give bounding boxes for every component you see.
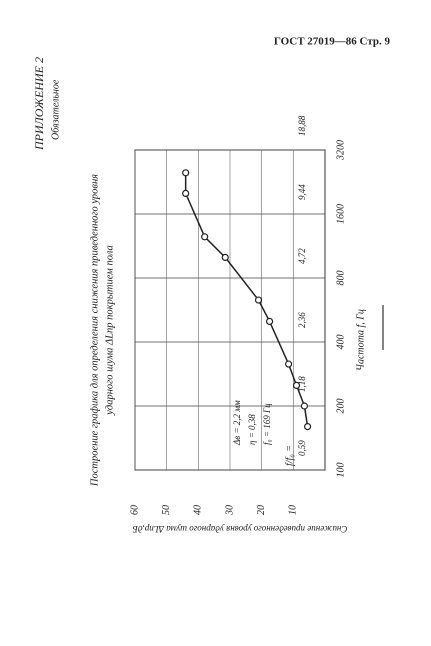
appendix-title: ПРИЛОЖЕНИЕ 2 [32,57,46,151]
data-point [182,189,190,197]
x-tick-label: 400 [335,335,346,350]
appendix-note: Обязательное [50,79,61,140]
y-tick-label: 10 [288,505,299,515]
x-tick-label: 200 [335,399,346,414]
data-line [184,172,309,427]
ratio-tick-label: 2,36 [297,312,307,328]
data-point [182,169,190,177]
data-point [303,423,312,431]
data-point [265,317,274,325]
y-axis-label: Снижение приведенного уровня ударного шу… [132,524,348,534]
annotation: Δв = 2,2 мм [232,400,242,446]
y-tick-label: 30 [224,505,235,516]
x-tick-label: 800 [335,271,346,286]
y-tick-label: 50 [161,505,172,515]
ratio-tick-label: 0,59 [297,440,307,456]
rotated-content: ПРИЛОЖЕНИЕ 2 Обязательное Построение гра… [32,57,367,516]
ratio-tick-label: 1,18 [297,376,307,392]
data-point [300,402,309,410]
y-tick-label: 60 [129,505,140,515]
chart-title: Построение графика для определения сниже… [89,174,100,487]
x-tick-label: 100 [335,463,346,478]
data-point [201,233,209,241]
ratio-tick-label: 4,72 [297,248,307,264]
x-tick-label: 3200 [335,140,346,161]
y-tick-label: 20 [256,505,267,515]
page-header: ГОСТ 27019—86 Стр. 9 [274,36,391,48]
ratio-tick-label: 18,88 [297,115,307,136]
annotation: η = 0,38 [247,414,257,445]
data-point [221,253,229,261]
y-tick-label: 40 [193,505,204,515]
annotation: f₀ = 169 Гц [262,403,272,445]
data-point [292,381,301,389]
ratio-label: f/f₀ = [284,445,295,466]
data-point [284,360,293,368]
ratio-tick-label: 9,44 [297,184,307,200]
chart-title: ударного шума ΔLпр покрытием пола [104,245,115,415]
data-point [254,296,263,304]
x-axis-label: Частота f, Гц [355,309,366,371]
x-tick-label: 1600 [335,204,346,224]
